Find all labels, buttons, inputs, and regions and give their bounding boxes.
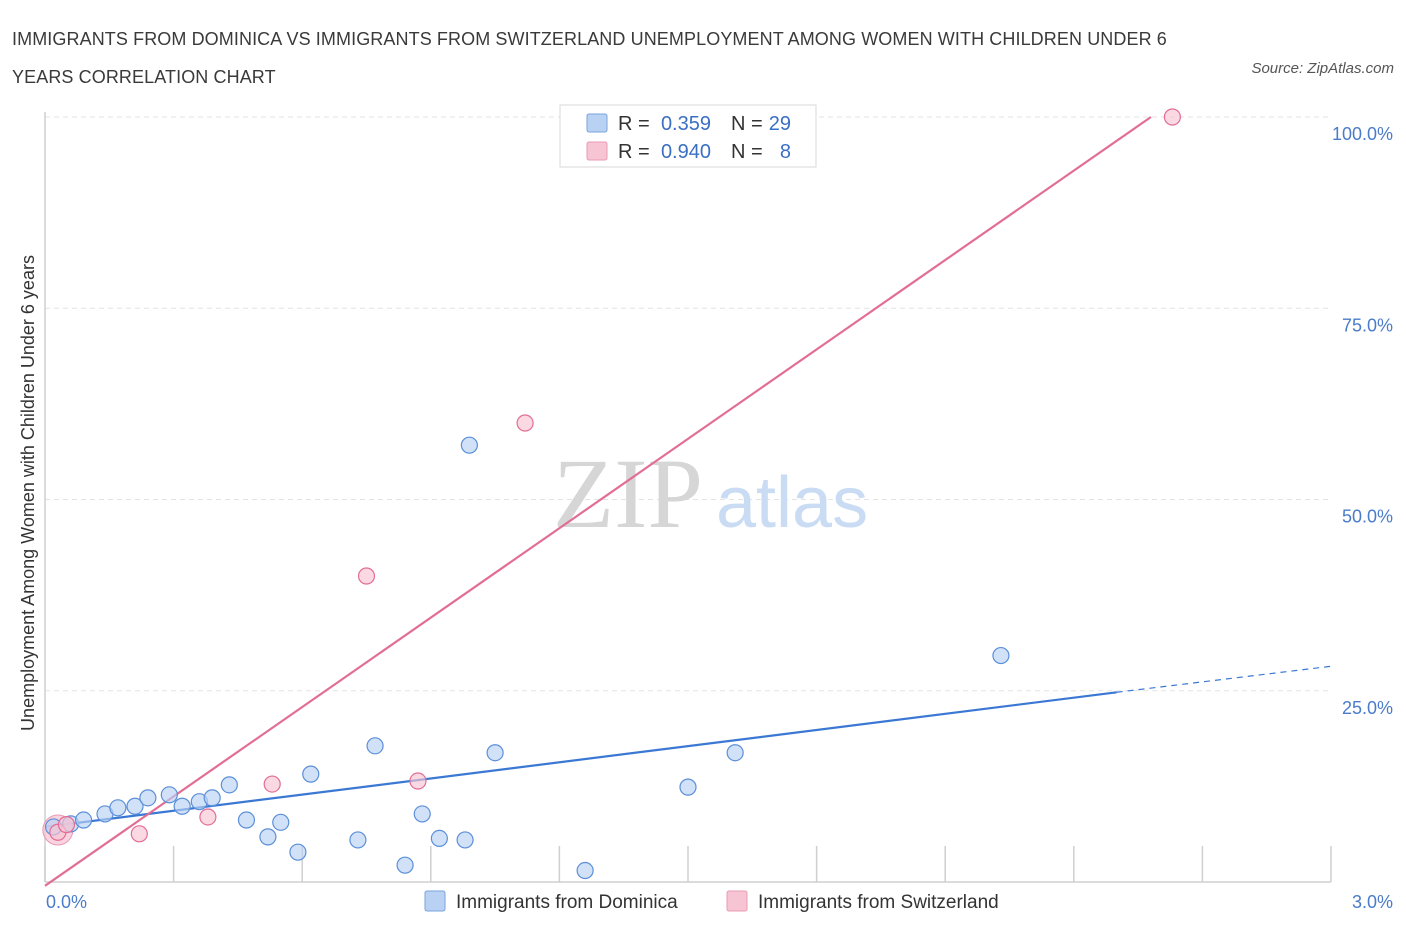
point-dominica: [259, 828, 277, 846]
point-switzerland: [409, 772, 427, 790]
point-dominica: [289, 843, 307, 861]
point-switzerland: [57, 816, 76, 834]
point-dominica: [430, 829, 448, 847]
point-switzerland: [516, 414, 534, 432]
y-axis-label: Unemployment Among Women with Children U…: [18, 255, 38, 731]
chart-source: Source: ZipAtlas.com: [1251, 60, 1394, 77]
point-dominica: [220, 776, 238, 794]
point-dominica: [74, 811, 93, 829]
tick-labels: 100.0% 75.0% 50.0% 25.0% 0.0% 3.0%: [46, 124, 1393, 912]
y-tick-label: 25.0%: [1342, 698, 1393, 718]
watermark-atlas: atlas: [716, 463, 868, 543]
point-dominica: [139, 789, 157, 807]
point-switzerland: [1163, 108, 1181, 126]
gridlines: [45, 116, 1331, 692]
bottom-legend-dominica: Immigrants from Dominica: [456, 892, 678, 913]
point-switzerland: [199, 808, 217, 826]
legend-swatch-switzerland: [586, 141, 608, 161]
bottom-legend-swatch-dominica: [424, 890, 446, 912]
series-legend: Immigrants from Dominica Immigrants from…: [424, 890, 999, 913]
legend-n-dominica: 29: [769, 113, 791, 135]
point-switzerland: [263, 775, 281, 793]
bottom-legend-switzerland: Immigrants from Switzerland: [758, 892, 999, 913]
point-dominica: [413, 805, 431, 823]
watermark-zip: ZIP: [553, 438, 703, 549]
point-dominica: [396, 856, 414, 874]
point-dominica: [302, 765, 320, 783]
point-switzerland: [357, 567, 376, 585]
point-dominica: [109, 799, 127, 817]
legend-r-switzerland: 0.940: [661, 141, 711, 163]
legend-r-label-switzerland: R =: [618, 141, 650, 163]
point-dominica: [679, 778, 697, 796]
point-dominica: [366, 737, 384, 755]
x-tick-label: 3.0%: [1352, 892, 1393, 912]
point-dominica: [173, 797, 191, 815]
trend-line-switzerland: [44, 116, 1152, 887]
y-tick-label: 50.0%: [1342, 507, 1393, 527]
point-dominica: [486, 744, 504, 762]
x-tick-label: 0.0%: [46, 892, 87, 912]
chart-title: IMMIGRANTS FROM DOMINICA VS IMMIGRANTS F…: [12, 29, 1167, 87]
legend-r-dominica: 0.359: [661, 113, 711, 135]
point-dominica: [272, 813, 290, 831]
y-tick-label: 75.0%: [1342, 315, 1393, 335]
legend-n-label-switzerland: N =: [731, 141, 763, 163]
data-points: [42, 108, 1181, 880]
trend-lines: [44, 116, 1332, 887]
point-dominica: [460, 436, 478, 454]
point-dominica: [992, 646, 1010, 665]
point-dominica: [160, 786, 178, 804]
legend-swatch-dominica: [586, 113, 608, 133]
legend-n-switzerland: 8: [780, 141, 791, 163]
legend-n-label-dominica: N =: [731, 113, 763, 135]
point-switzerland: [130, 825, 148, 843]
point-dominica: [456, 831, 474, 849]
legend-r-label-dominica: R =: [618, 113, 650, 135]
bottom-legend-swatch-switzerland: [726, 890, 748, 912]
point-dominica: [203, 789, 221, 807]
point-dominica: [576, 861, 594, 880]
point-dominica: [237, 811, 256, 829]
y-tick-label: 100.0%: [1332, 124, 1393, 144]
point-dominica: [726, 744, 744, 762]
point-dominica: [126, 797, 144, 815]
point-dominica: [349, 831, 367, 849]
correlation-legend: R = 0.359 N = 29 R = 0.940 N = 8: [559, 104, 817, 168]
trend-line-dominica: [44, 691, 1117, 829]
trend-line-dominica-extension: [1116, 665, 1332, 693]
